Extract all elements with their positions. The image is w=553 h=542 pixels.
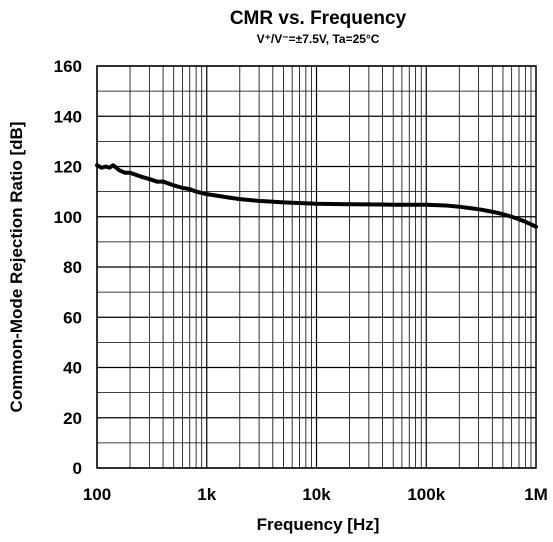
grid	[96, 65, 536, 469]
y-tick-label: 140	[54, 107, 82, 126]
chart-subtitle: V⁺/V⁻=±7.5V, Ta=25°C	[257, 32, 380, 46]
y-tick-label: 80	[63, 258, 82, 277]
y-tick-label: 20	[63, 409, 82, 428]
y-tick-label: 160	[54, 57, 82, 76]
x-axis-label: Frequency [Hz]	[257, 515, 380, 534]
x-tick-label: 100k	[407, 485, 445, 504]
y-tick-label: 40	[63, 359, 82, 378]
x-tick-label: 1M	[524, 485, 548, 504]
tick-labels: 100 1k 10k 100k 1M 0 20 40 60 80 100 120 140 160	[54, 57, 548, 504]
x-tick-label: 10k	[302, 485, 331, 504]
plot-border	[96, 65, 537, 469]
y-tick-label: 100	[54, 208, 82, 227]
cmr-series-line	[95, 163, 538, 229]
x-tick-label: 1k	[197, 485, 216, 504]
y-tick-label: 120	[54, 158, 82, 177]
y-tick-label: 0	[73, 459, 82, 478]
y-tick-label: 60	[63, 308, 82, 327]
x-tick-label: 100	[83, 485, 111, 504]
chart-title: CMR vs. Frequency	[230, 8, 407, 29]
y-axis-label: Common-Mode Rejection Ratio [dB]	[7, 122, 26, 413]
